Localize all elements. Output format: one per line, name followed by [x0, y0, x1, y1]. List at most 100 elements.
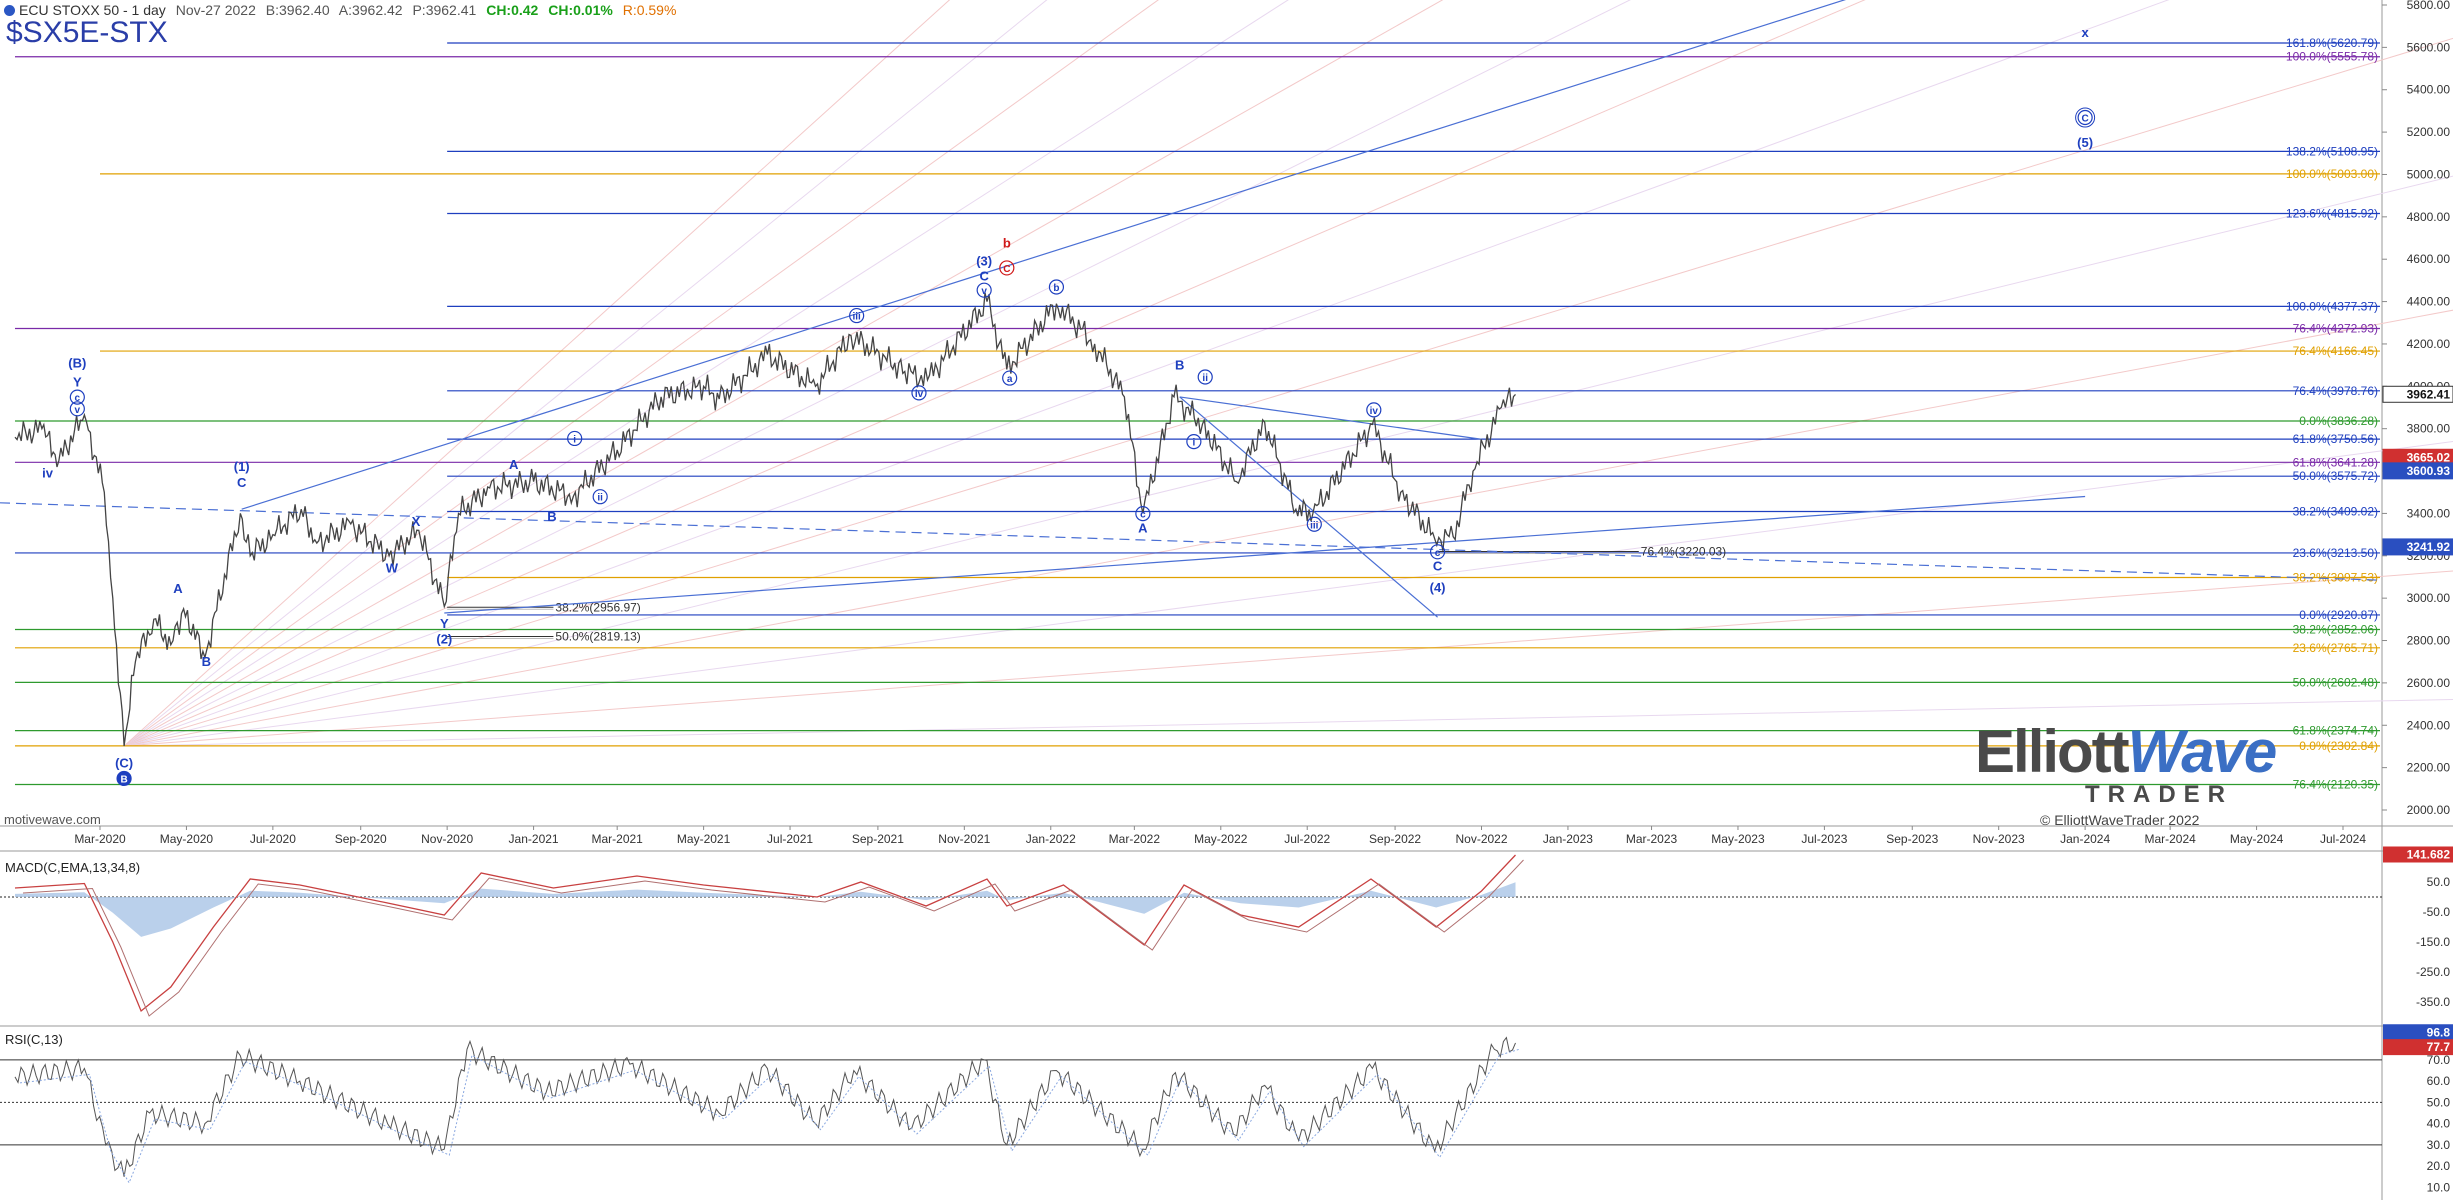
rsi-tick-label: 50.0	[2427, 1095, 2451, 1109]
header-bid: B:3962.40	[265, 2, 330, 18]
wave-label: C	[2082, 114, 2089, 125]
price-tick-label: 5600.00	[2407, 40, 2451, 54]
chart-header: ECU STOXX 50 - 1 day Nov-27 2022 B:3962.…	[4, 2, 682, 18]
header-date: Nov-27 2022	[175, 2, 256, 18]
date-tick-label: Mar-2021	[591, 832, 643, 846]
rsi-badge-bg	[2383, 1039, 2453, 1056]
wave-label-circle	[1135, 506, 1151, 522]
wave-label-circle	[849, 307, 865, 324]
macd-tick-label: -250.0	[2416, 965, 2450, 979]
date-tick-label: May-2022	[1194, 832, 1248, 846]
wave-label: v	[75, 405, 81, 416]
fib-level-label: 38.2%(3097.53)	[2293, 570, 2378, 584]
wave-label: ii	[1202, 373, 1208, 384]
price-tick-label: 5400.00	[2407, 83, 2451, 97]
date-tick-label: Sep-2021	[852, 832, 904, 846]
fib-level-label: 76.4%(4272.93)	[2293, 321, 2378, 335]
date-tick-label: Jul-2022	[1284, 832, 1330, 846]
symbol-title: $SX5E-STX	[6, 16, 168, 49]
elliottwave-logo: ElliottWave TRADER © ElliottWaveTrader 2…	[1975, 722, 2277, 829]
wave-label-circle	[1366, 402, 1382, 418]
date-tick-label: Sep-2020	[335, 832, 387, 846]
fan-line	[123, 0, 1866, 747]
wave-label: iv	[42, 465, 54, 480]
date-tick-label: Jul-2023	[1801, 832, 1847, 846]
wave-label: i	[573, 434, 576, 445]
fib-level-label: 61.8%(2374.74)	[2293, 724, 2378, 738]
wave-label-circle	[999, 260, 1015, 276]
wave-label: c	[1140, 510, 1146, 521]
date-tick-label: May-2024	[2230, 832, 2284, 846]
fan-line	[123, 309, 2453, 747]
fib-level-label: 100.0%(5555.78)	[2286, 50, 2378, 64]
wave-label: a	[1007, 374, 1013, 385]
date-tick-label: Mar-2020	[74, 832, 126, 846]
instrument-dot-icon	[4, 5, 15, 16]
price-tick-label: 2200.00	[2407, 761, 2451, 775]
header-range: R:0.59%	[622, 2, 677, 18]
dashed-trend-line	[0, 502, 2381, 581]
wave-label: v	[981, 286, 987, 297]
wave-label: B	[547, 509, 556, 524]
rsi-badge-bg	[2383, 1024, 2453, 1041]
price-badge-label: 3665.02	[2407, 450, 2451, 464]
fan-line	[124, 570, 2453, 747]
fib-level-label: 138.2%(5108.95)	[2286, 144, 2378, 158]
wave-label: A	[1138, 520, 1148, 535]
wave-label-circle	[1197, 369, 1213, 385]
price-badge-bg	[2382, 538, 2453, 556]
wave-label: B	[1175, 357, 1184, 372]
fan-line	[123, 0, 2170, 747]
rsi-line	[14, 1036, 1516, 1177]
fib-level-label: 50.0%(2602.48)	[2293, 675, 2378, 689]
wave-label: c	[1435, 548, 1441, 559]
price-badge-label: 3241.92	[2407, 540, 2451, 554]
macd-title: MACD(C,EMA,13,34,8)	[5, 860, 141, 875]
fib-level-label: 61.8%(3750.56)	[2293, 432, 2378, 446]
date-tick-label: Nov-2023	[1973, 832, 2025, 846]
price-tick-label: 5800.00	[2407, 0, 2451, 12]
price-tick-label: 2600.00	[2407, 676, 2451, 690]
macd-signal-line	[22, 859, 1524, 1017]
wave-label: c	[75, 393, 81, 404]
price-tick-label: 3800.00	[2407, 422, 2451, 436]
wave-label: (5)	[2077, 135, 2093, 150]
price-badge-label: 3962.41	[2407, 387, 2451, 401]
wave-label: (3)	[976, 254, 992, 269]
wave-label-circle	[116, 770, 132, 787]
wave-label-circle	[567, 430, 583, 447]
macd-badge-label: 141.682	[2407, 847, 2451, 861]
price-tick-label: 3000.00	[2407, 591, 2451, 605]
macd-line	[14, 854, 1516, 1013]
rsi-badge-label: 96.8	[2427, 1025, 2451, 1039]
wave-label-circle	[1429, 544, 1446, 560]
wave-label: b	[1003, 236, 1011, 251]
fib-level-label: 61.8%(3641.28)	[2293, 455, 2378, 469]
macd-tick-label: -150.0	[2416, 935, 2450, 949]
trend-line	[241, 0, 1847, 510]
header-price: P:3962.41	[412, 2, 477, 18]
fib-level-label: 0.0%(2302.84)	[2299, 739, 2378, 753]
rsi-tick-label: 60.0	[2427, 1074, 2451, 1088]
date-tick-label: Jan-2024	[2060, 832, 2110, 846]
date-tick-label: Sep-2023	[1886, 832, 1938, 846]
price-series-line	[14, 292, 1516, 747]
date-tick-label: Mar-2024	[2144, 832, 2196, 846]
wave-label: B	[202, 654, 211, 669]
price-tick-label: 3400.00	[2407, 506, 2451, 520]
wave-label: x	[2082, 25, 2090, 40]
price-tick-label: 5200.00	[2407, 125, 2451, 139]
date-tick-label: Jul-2020	[250, 832, 296, 846]
wave-label-circle	[2077, 109, 2093, 126]
fan-line	[123, 0, 1159, 747]
wave-label: iii	[852, 312, 861, 323]
date-tick-label: Jul-2021	[767, 832, 813, 846]
date-tick-label: Sep-2022	[1369, 832, 1421, 846]
date-tick-label: Jul-2024	[2320, 832, 2366, 846]
price-axis-bg	[2382, 0, 2453, 1200]
wave-label: B	[120, 774, 127, 785]
trend-line	[1179, 396, 1482, 440]
logo-wave: Wave	[2127, 718, 2278, 785]
fib-level-label: 50.0%(3575.72)	[2293, 469, 2378, 483]
